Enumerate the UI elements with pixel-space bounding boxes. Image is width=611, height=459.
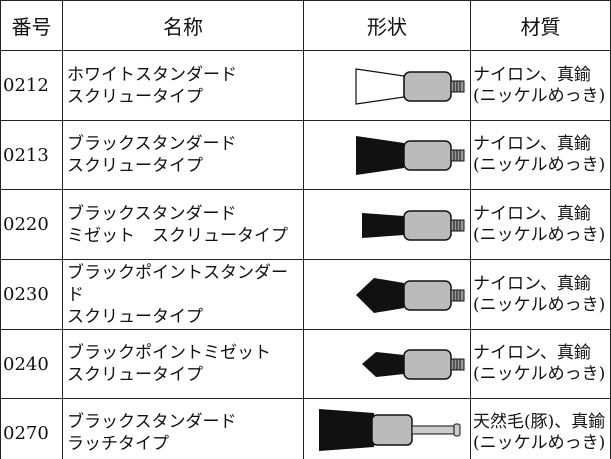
name-line: ブラックスタンダード [67,203,237,224]
shape-cell [303,50,471,121]
material-cell: ナイロン、真鍮(ニッケルめっき) [470,50,611,121]
brush-shape [319,409,461,451]
table-row: 0212 ホワイトスタンダード スクリュータイプ ナイロン、真鍮(ニッケルめっき) [0,50,611,121]
name-line: ブラックポイントミゼット [67,343,271,363]
name-line: ブラックポイントスタンダード [67,262,288,305]
name-cell: ブラックスタンダード ミゼット スクリュータイプ [62,189,304,260]
shape-cell [303,189,471,260]
code-cell: 0230 [0,259,63,330]
material-cell: ナイロン、真鍮(ニッケルめっき) [470,120,611,190]
brush-shape [362,209,465,241]
brush-shape [356,277,465,313]
shape-cell [303,398,471,459]
name-line: スクリュータイプ [67,306,203,327]
name-cell: ホワイトスタンダード スクリュータイプ [62,50,304,121]
name-line: スクリュータイプ [67,86,203,107]
code-cell: 0213 [0,120,63,190]
shape-cell [303,259,471,330]
name-line: ホワイトスタンダード [67,64,237,85]
header-cell: 材質 [470,0,611,51]
code-cell: 0212 [0,50,63,121]
table-body: 0212 ホワイトスタンダード スクリュータイプ ナイロン、真鍮(ニッケルめっき) 02… [0,50,611,459]
header-cell: 形状 [303,0,471,51]
shape-cell [303,329,471,399]
shape-cell [303,120,471,190]
name-line: ブラックスタンダード [67,412,237,432]
table-row: 0220 ブラックスタンダード ミゼット スクリュータイプ ナイロン、真鍮(ニッケルめ… [0,189,611,260]
header-cell: 番号 [0,0,63,51]
name-cell: ブラックスタンダード スクリュータイプ [62,120,304,190]
code-cell: 0220 [0,189,63,260]
header-row: 番号 名称 形状 材質 [0,0,611,51]
table-row: 0270 ブラックスタンダード ラッチタイプ 天然毛(豚)、真鍮(ニッケルめっき) [0,398,611,459]
material-cell: ナイロン、真鍮(ニッケルめっき) [470,189,611,260]
material-cell: 天然毛(豚)、真鍮(ニッケルめっき) [470,398,611,459]
table-row: 0213 ブラックスタンダード スクリュータイプ ナイロン、真鍮(ニッケルめっき) [0,120,611,190]
table-row: 0240 ブラックポイントミゼット スクリュータイプ ナイロン、真鍮(ニッケルめっき) [0,329,611,399]
name-line: ラッチタイプ [67,434,169,454]
code-cell: 0240 [0,329,63,399]
brush-shape [356,136,465,175]
header-cell: 名称 [62,0,304,51]
name-line: ブラックスタンダード [67,134,237,154]
material-cell: ナイロン、真鍮(ニッケルめっき) [470,259,611,330]
material-cell: ナイロン、真鍮(ニッケルめっき) [470,329,611,399]
name-cell: ブラックポイントスタンダード スクリュータイプ [62,259,304,330]
name-line: スクリュータイプ [67,156,203,176]
name-cell: ブラックスタンダード ラッチタイプ [62,398,304,459]
brush-shape [355,67,465,105]
name-line: スクリュータイプ [67,365,203,385]
name-line: ミゼット スクリュータイプ [67,225,288,246]
table-row: 0230 ブラックポイントスタンダード スクリュータイプ ナイロン、真鍮(ニッケルめっ… [0,259,611,330]
brush-shape [362,349,465,380]
code-cell: 0270 [0,398,63,459]
name-cell: ブラックポイントミゼット スクリュータイプ [62,329,304,399]
